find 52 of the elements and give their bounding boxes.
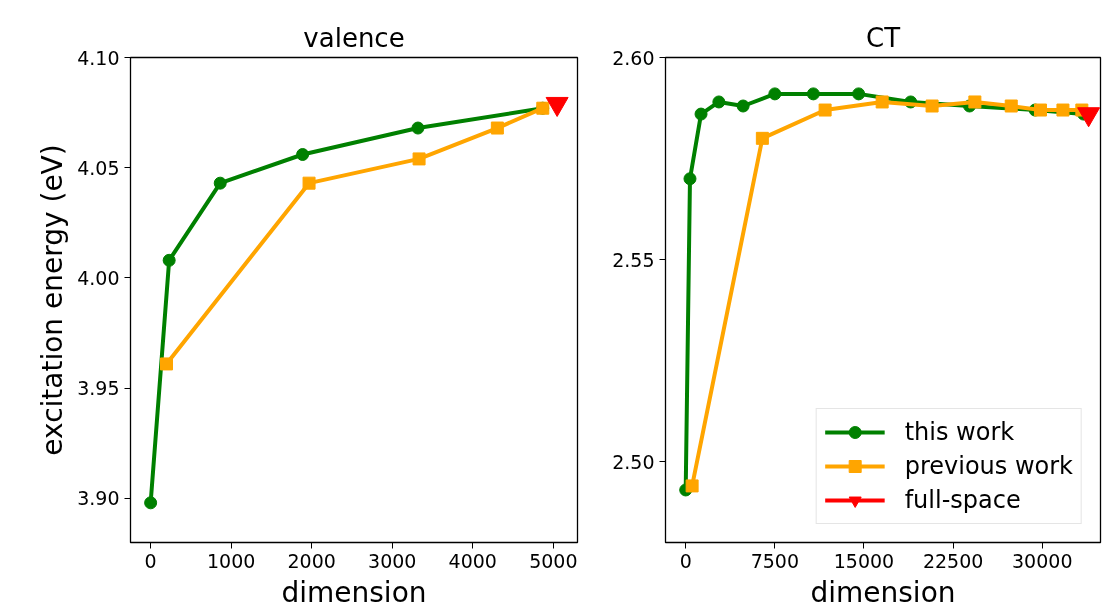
legend-label: previous work [904,452,1073,480]
x-tick-label: 30000 [1012,549,1073,572]
y-tick-label: 2.55 [612,248,655,271]
point [806,87,820,101]
point [736,99,750,113]
y-tick-label: 4.05 [77,156,120,179]
x-tick-label: 2000 [287,549,336,572]
x-tick-label: 1000 [207,549,256,572]
y-tick-label: 4.10 [77,46,120,69]
point [302,176,316,190]
y-tick-label: 3.95 [77,377,120,400]
point [694,107,708,121]
point [296,148,310,161]
point [490,121,504,135]
point [1033,103,1047,117]
x-tick-label: 7500 [750,549,800,572]
y-tick-label: 2.50 [612,450,655,473]
y-tick-label: 4.00 [77,266,120,289]
point [683,172,697,186]
x-tick-label: 0 [144,549,157,572]
point [160,357,173,371]
point [412,152,426,166]
y-tick-label: 3.90 [77,487,120,510]
chart-title: valence [303,22,405,53]
x-tick-label: 5000 [529,549,578,572]
x-tick-label: 4000 [448,549,497,572]
point [712,95,726,109]
point [818,103,832,117]
x-tick-label: 22500 [922,549,984,572]
point [755,131,769,145]
chart-title: CT [865,22,901,53]
legend-label: full-space [904,486,1021,514]
x-axis-title: dimension [810,575,956,609]
point [852,87,866,101]
point [213,176,227,190]
x-tick-label: 3000 [368,549,417,572]
point [875,95,889,109]
x-axis-title: dimension [281,575,427,609]
point [768,87,782,101]
point [144,496,158,510]
point [1056,103,1070,117]
y-tick-label: 2.60 [612,46,655,69]
legend-label: this work [904,418,1015,446]
point [1004,99,1018,113]
y-axis-title: excitation energy (eV) [36,144,70,456]
point [162,253,176,267]
x-tick-label: 0 [679,549,692,572]
point [968,95,982,109]
point [411,121,425,135]
x-tick-label: 15000 [833,549,895,572]
point [925,99,939,113]
point [685,479,699,493]
